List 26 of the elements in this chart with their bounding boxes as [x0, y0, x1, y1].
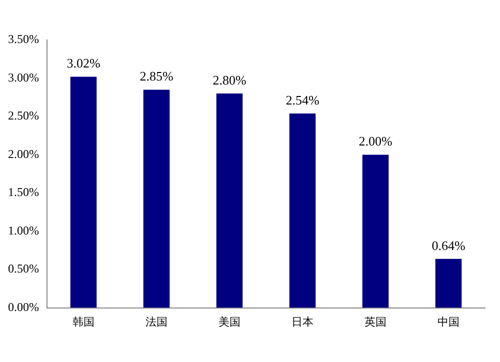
bar: [289, 113, 316, 308]
bar: [143, 90, 170, 308]
data-label: 2.00%: [358, 134, 392, 149]
y-tick-label: 3.00%: [8, 70, 39, 84]
data-label: 2.80%: [212, 72, 246, 88]
data-label: 3.02%: [66, 56, 100, 71]
bar: [435, 258, 462, 308]
x-tick-label: 法国: [145, 315, 168, 328]
data-label: 2.54%: [286, 92, 320, 108]
y-tick-label: 3.50%: [8, 32, 39, 46]
x-tick-label: 英国: [364, 315, 386, 328]
bar: [362, 154, 389, 308]
y-tick-label: 2.50%: [8, 108, 39, 123]
y-tick-label: 2.00%: [8, 146, 39, 161]
y-tick-label: 0.00%: [8, 300, 39, 314]
data-label: 0.64%: [432, 238, 466, 253]
x-tick-label: 中国: [438, 315, 460, 328]
bar: [70, 76, 97, 308]
y-tick-label: 1.50%: [8, 185, 39, 200]
y-tick-label: 1.00%: [8, 223, 39, 238]
x-tick-label: 韩国: [72, 315, 94, 328]
x-tick-label: 日本: [292, 315, 314, 328]
data-label: 2.85%: [140, 68, 174, 84]
x-tick-label: 美国: [218, 315, 240, 328]
bar: [216, 94, 243, 308]
y-tick-label: 0.50%: [8, 262, 39, 276]
